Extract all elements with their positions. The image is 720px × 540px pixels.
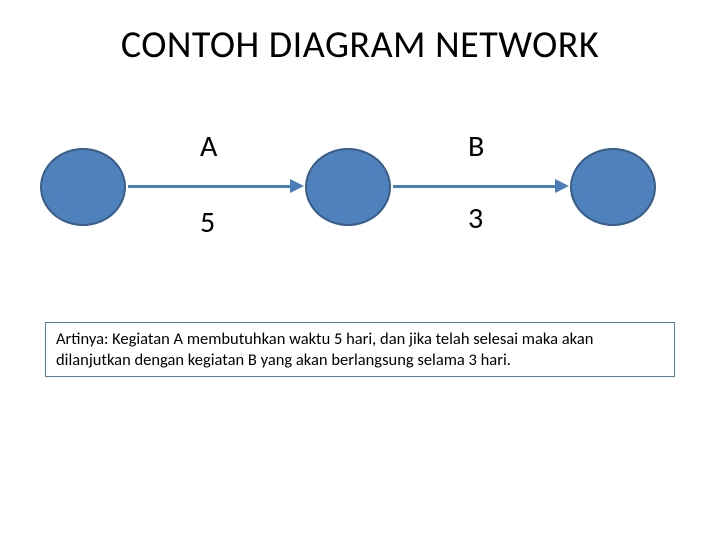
edge-label-b-name: B — [468, 128, 484, 165]
node-3 — [570, 148, 656, 226]
caption-text: Artinya: Kegiatan A membutuhkan waktu 5 … — [45, 322, 675, 377]
network-diagram: A 5 B 3 — [0, 100, 720, 280]
edge-label-a-name: A — [200, 128, 217, 165]
node-2 — [305, 148, 391, 226]
edge-label-b-duration: 3 — [468, 200, 483, 237]
edge-arrow-b — [393, 185, 557, 188]
edge-label-a-duration: 5 — [200, 204, 215, 241]
node-1 — [40, 148, 126, 226]
edge-arrow-a — [128, 185, 292, 188]
page-title: CONTOH DIAGRAM NETWORK — [0, 22, 720, 68]
